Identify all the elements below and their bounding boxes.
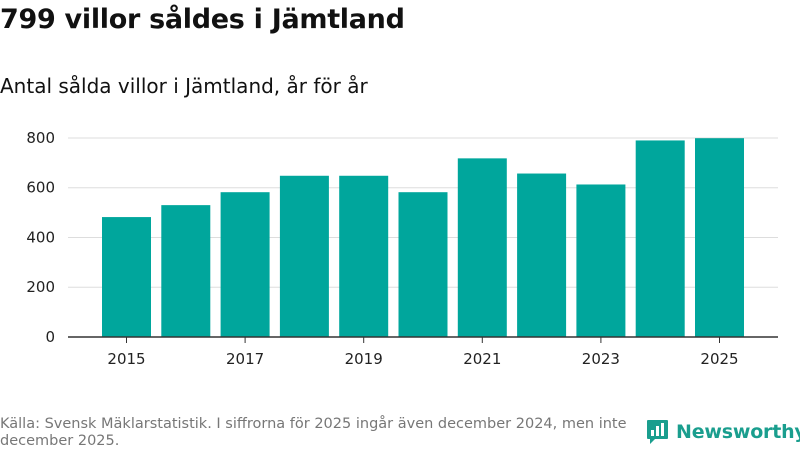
bar-2017 <box>220 192 270 337</box>
bar-2018 <box>279 175 329 337</box>
bar-2019 <box>339 175 389 337</box>
chart-subtitle: Antal sålda villor i Jämtland, år för år <box>0 74 368 98</box>
source-note: Källa: Svensk Mäklarstatistik. I siffror… <box>0 416 627 449</box>
brand-logo: Newsworthy <box>646 419 800 445</box>
y-tick-label: 400 <box>26 228 55 246</box>
x-tick-label: 2019 <box>345 350 383 368</box>
x-tick-label: 2025 <box>700 350 738 368</box>
x-tick-label: 2023 <box>582 350 620 368</box>
bar-2025 <box>695 138 744 337</box>
x-tick-label: 2017 <box>226 350 264 368</box>
bar-2022 <box>517 173 567 337</box>
bar-2024 <box>635 140 685 337</box>
bars <box>102 138 744 337</box>
y-tick-label: 600 <box>26 179 55 197</box>
bar-2016 <box>161 205 211 337</box>
y-tick-label: 800 <box>26 129 55 147</box>
bar-2021 <box>457 158 507 337</box>
brand-name: Newsworthy <box>676 421 800 443</box>
bar-chart: 0 200 400 600 800 2015 2017 2019 2021 2023 2025 <box>26 129 778 368</box>
bar-2020 <box>398 192 448 337</box>
y-tick-label: 200 <box>26 278 55 296</box>
newsworthy-logo-icon <box>647 420 668 444</box>
axes: 0 200 400 600 800 2015 2017 2019 2021 2023 2025 <box>26 129 778 368</box>
x-tick-label: 2015 <box>107 350 145 368</box>
bar-2023 <box>576 184 626 337</box>
x-tick-label: 2021 <box>463 350 501 368</box>
bar-2015 <box>102 217 151 337</box>
chart-title: 799 villor såldes i Jämtland <box>0 4 405 35</box>
y-tick-label: 0 <box>45 328 55 346</box>
